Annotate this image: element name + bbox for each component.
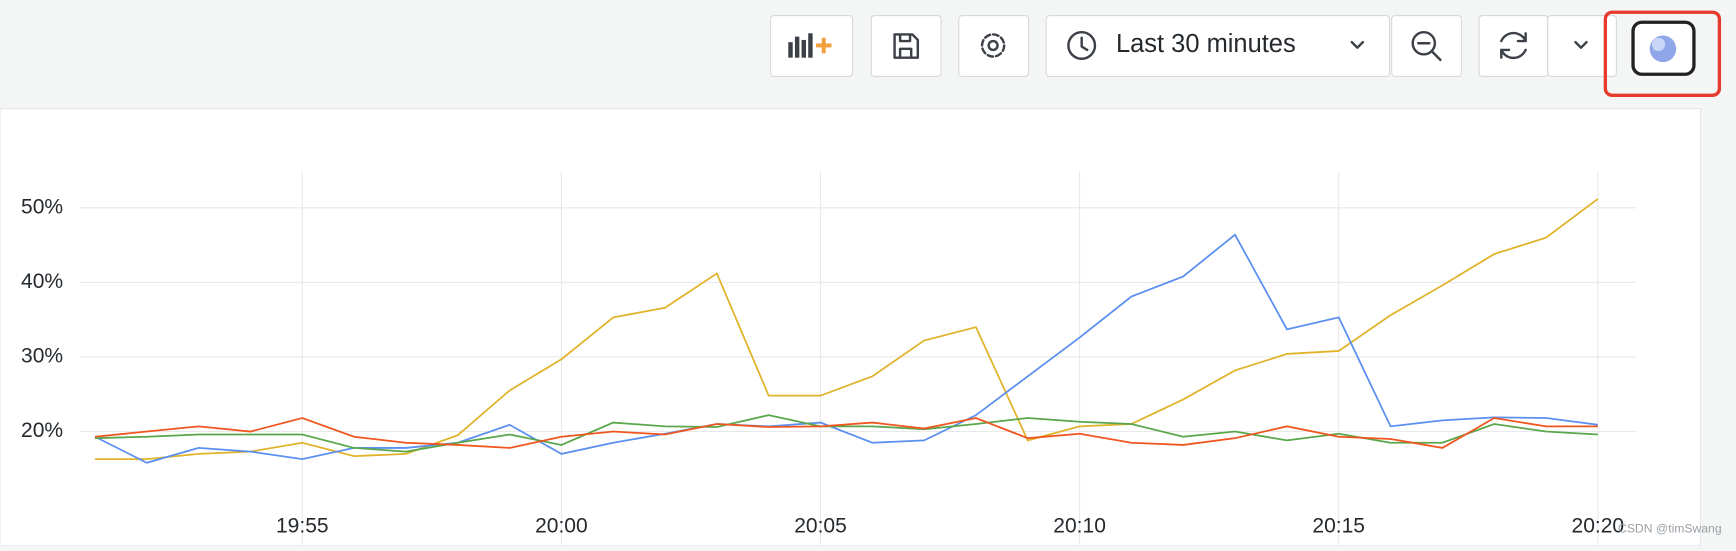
panel (0, 108, 1702, 547)
add-panel-button[interactable] (770, 15, 854, 78)
series-line (94, 233, 1598, 464)
plot-area: 20% 30% 40% 50% 19:55 20:00 20:05 20:10 20:15 20:… (21, 171, 1637, 545)
y-tick-label: 50% (21, 195, 63, 218)
x-tick-label: 20:15 (1312, 515, 1365, 538)
x-tick-label: 20:05 (794, 515, 847, 538)
x-tick-label: 20:00 (535, 515, 588, 538)
y-tick-label: 40% (21, 270, 63, 293)
series-line (94, 414, 1598, 453)
time-range: Last 30 minutes (1116, 30, 1296, 58)
x-tick-label: 20:10 (1053, 515, 1106, 538)
time-picker[interactable]: Last 30 minutes (1045, 15, 1391, 78)
globe-button[interactable] (1631, 20, 1696, 76)
save-button[interactable] (870, 15, 942, 78)
settings-button[interactable] (958, 15, 1030, 78)
watermark: CSDN @timSwang (1618, 522, 1722, 536)
x-tick-label: 20:20 (1572, 515, 1625, 538)
x-tick-label: 19:55 (276, 515, 329, 538)
y-tick-label: 30% (21, 345, 63, 368)
series-line (94, 198, 1599, 460)
series-line (94, 417, 1598, 449)
refresh-interval-button[interactable] (1547, 15, 1617, 78)
zoom-out-button[interactable] (1391, 15, 1462, 78)
highlight-box (1603, 10, 1722, 97)
y-tick-label: 20% (21, 419, 63, 442)
refresh-button[interactable] (1478, 15, 1549, 78)
